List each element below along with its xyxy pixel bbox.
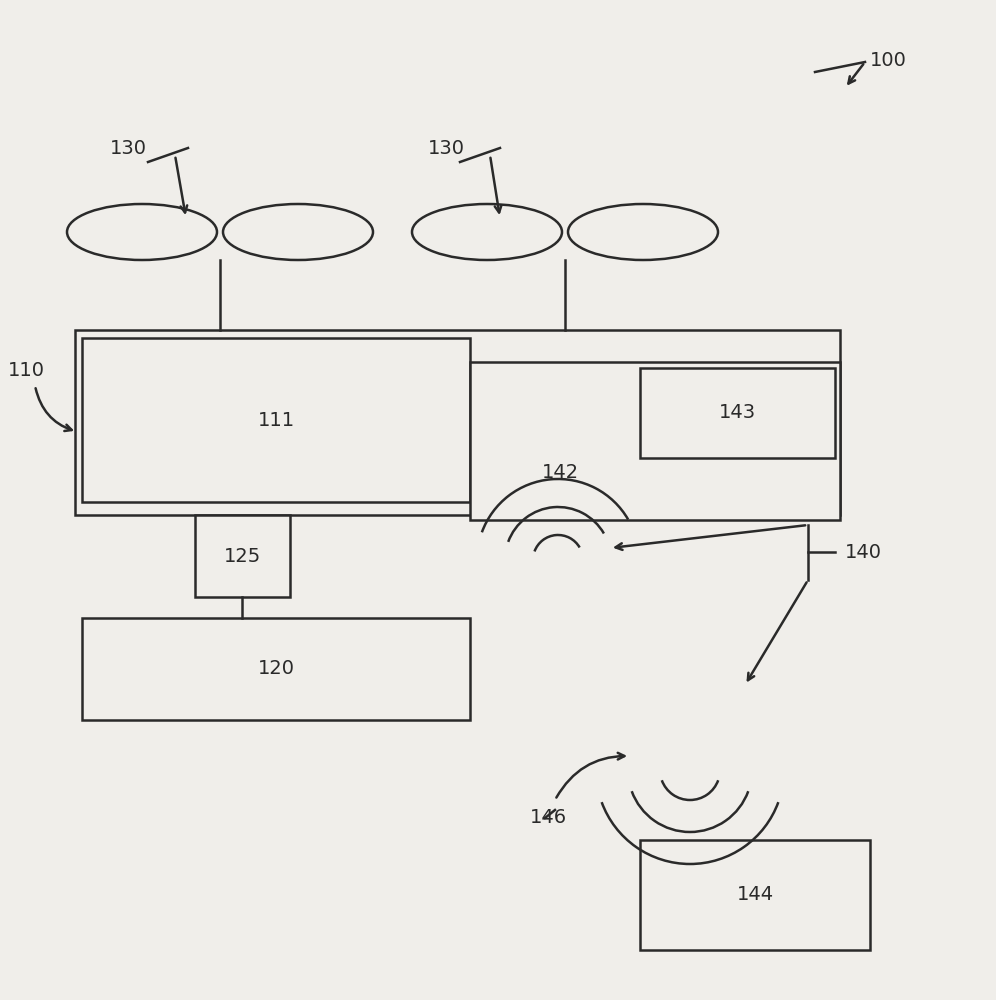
Bar [82, 618, 470, 720]
Bar [195, 515, 290, 597]
Text: 142: 142 [542, 462, 579, 482]
Text: 143: 143 [718, 403, 756, 422]
Text: 130: 130 [110, 138, 147, 157]
Text: 120: 120 [258, 660, 295, 678]
Text: 100: 100 [870, 50, 907, 70]
Text: 111: 111 [257, 410, 295, 430]
Bar [640, 368, 835, 458]
Bar [82, 338, 470, 502]
Bar [470, 362, 840, 520]
Text: 146: 146 [530, 808, 567, 827]
Text: 144: 144 [736, 886, 774, 904]
Bar [75, 330, 840, 515]
Bar [640, 840, 870, 950]
Text: 110: 110 [8, 361, 45, 380]
Text: 140: 140 [845, 542, 882, 562]
Text: 125: 125 [223, 546, 261, 566]
Text: 130: 130 [428, 138, 465, 157]
